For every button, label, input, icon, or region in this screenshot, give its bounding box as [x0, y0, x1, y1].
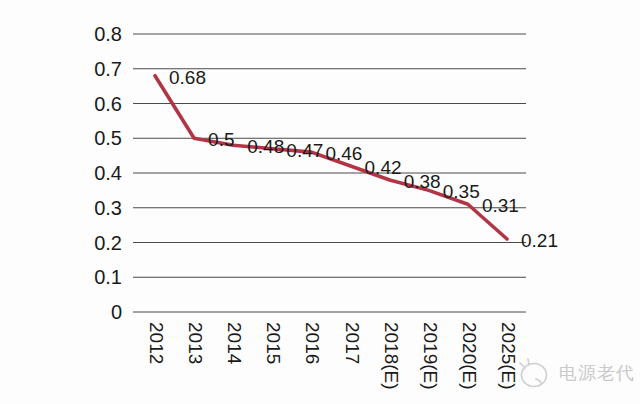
- data-point-label: 0.5: [208, 129, 234, 150]
- x-tick-label: 2014: [224, 322, 245, 365]
- y-tick-label: 0: [111, 301, 122, 323]
- x-tick-label: 2012: [146, 322, 167, 364]
- y-tick-label: 0.8: [94, 23, 122, 45]
- data-point-label: 0.46: [325, 143, 362, 164]
- data-point-label: 0.35: [443, 181, 480, 202]
- x-tick-label: 2015: [263, 322, 284, 364]
- x-tick-label: 2017: [342, 322, 363, 364]
- x-tick-label: 2020(E): [459, 322, 480, 390]
- chart-canvas: 0 0.1 0.2 0.3 0.4 0.5 0.6 0.7 0.8 2012 2013 2014 201…: [0, 0, 640, 404]
- data-point-label: 0.21: [521, 230, 558, 251]
- y-tick-label: 0.2: [94, 232, 122, 254]
- data-point-label: 0.42: [365, 157, 402, 178]
- data-point-label: 0.47: [286, 140, 323, 161]
- y-tick-label: 0.5: [94, 127, 122, 149]
- data-point-label: 0.38: [404, 171, 441, 192]
- data-point-label: 0.68: [169, 67, 206, 88]
- x-tick-label: 2016: [302, 322, 323, 364]
- x-tick-label: 2025(E): [498, 322, 519, 390]
- x-tick-label: 2013: [185, 322, 206, 364]
- y-tick-label: 0.1: [94, 266, 122, 288]
- x-tick-label: 2019(E): [420, 322, 441, 390]
- y-tick-label: 0.4: [94, 162, 122, 184]
- data-point-label: 0.48: [247, 136, 284, 157]
- data-point-label: 0.31: [482, 195, 519, 216]
- y-tick-label: 0.6: [94, 93, 122, 115]
- line-chart: 0 0.1 0.2 0.3 0.4 0.5 0.6 0.7 0.8 2012 2013 2014 201…: [0, 0, 640, 404]
- x-tick-label: 2018(E): [381, 322, 402, 390]
- y-tick-label: 0.3: [94, 197, 122, 219]
- y-tick-label: 0.7: [94, 58, 122, 80]
